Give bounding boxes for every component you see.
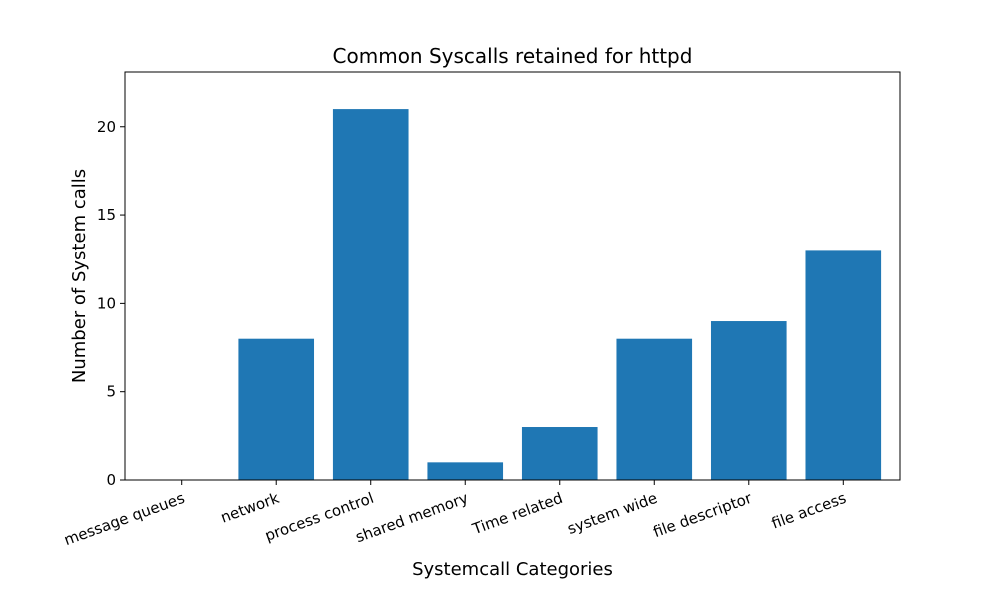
y-tick-label: 15 — [97, 206, 116, 224]
bar — [427, 462, 504, 480]
bar — [710, 321, 787, 480]
x-tick-label: system wide — [565, 489, 660, 538]
y-tick-label: 0 — [106, 471, 116, 489]
x-tick-label: message queues — [62, 489, 188, 549]
y-axis-label: Number of System calls — [69, 169, 90, 383]
y-tick-label: 5 — [106, 383, 116, 401]
chart-title: Common Syscalls retained for httpd — [333, 44, 693, 68]
y-tick-label: 10 — [97, 294, 116, 312]
y-axis: 0 5 10 15 20 — [97, 118, 125, 489]
y-tick-label: 20 — [97, 118, 116, 136]
x-tick-label: Time related — [469, 489, 565, 539]
bar — [805, 250, 882, 480]
x-tick-label: network — [218, 489, 282, 527]
bar — [332, 109, 409, 480]
bar — [616, 338, 693, 480]
plot-frame — [124, 71, 901, 481]
bars-group — [238, 109, 882, 480]
x-tick-label: file access — [769, 489, 849, 533]
bar — [238, 338, 315, 480]
x-tick-label: file descriptor — [651, 489, 755, 542]
x-axis-label: Systemcall Categories — [412, 559, 613, 580]
bar — [521, 427, 598, 480]
